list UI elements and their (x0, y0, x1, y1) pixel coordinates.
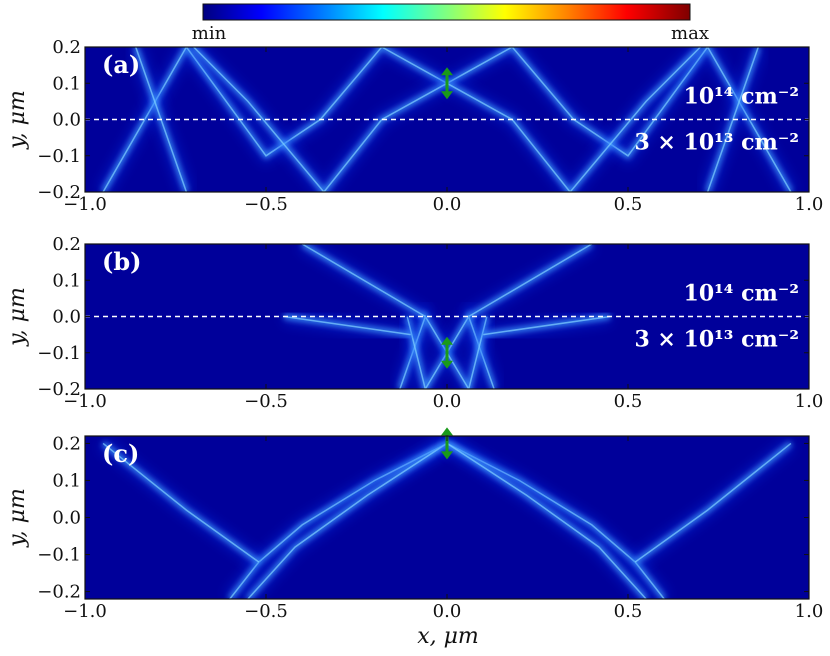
panel-1: −1.0 −0.5 0.0 0.5 1.0 0.2 0.1 0.0 −0.1 −0.2 y, μm (… (5, 37, 823, 215)
x-tick-label: 0.0 (433, 391, 462, 412)
y-tick-label: −0.2 (37, 379, 81, 400)
x-tick-label: −1.0 (63, 601, 107, 622)
source-arrow-down (441, 91, 453, 100)
density-label-upper: 10¹⁴ cm⁻² (684, 281, 799, 307)
beam-group (98, 437, 796, 599)
x-tick-label: −1.0 (63, 391, 107, 412)
beam-core (706, 47, 760, 192)
y-tick-label: 0.1 (52, 73, 81, 94)
x-tick-label: −0.5 (244, 601, 288, 622)
x-tick-label: −0.5 (244, 391, 288, 412)
y-tick-label: −0.1 (37, 146, 81, 167)
beam-core (446, 316, 488, 389)
beam-core (193, 47, 448, 192)
x-tick-label: 0.5 (614, 391, 643, 412)
panel-label: (c) (102, 439, 139, 468)
beam-core (102, 47, 448, 192)
source-arrow-down (441, 451, 453, 460)
colorbar-max-label: max (671, 23, 709, 44)
x-tick-label: −0.5 (244, 194, 288, 215)
beam-core (483, 315, 611, 336)
source-arrow-up (441, 336, 453, 345)
y-tick-label: −0.2 (37, 182, 81, 203)
colorbar-min-label: min (192, 23, 227, 44)
x-tick-label: 1.0 (795, 391, 824, 412)
density-label-upper: 10¹⁴ cm⁻² (684, 84, 799, 110)
y-tick-label: 0.1 (52, 470, 81, 491)
beam-core (102, 442, 260, 563)
x-tick-label: 0.5 (614, 194, 643, 215)
source-arrow-up (441, 427, 453, 436)
y-tick-label: −0.1 (37, 545, 81, 566)
panel-2: −1.0 −0.5 0.0 0.5 1.0 0.2 0.1 0.0 −0.1 −0.2 y, μm (… (5, 234, 823, 412)
x-tick-label: 0.0 (433, 194, 462, 215)
density-label-lower: 3 × 10¹³ cm⁻² (634, 130, 799, 156)
panels: −1.0 −0.5 0.0 0.5 1.0 0.2 0.1 0.0 −0.1 −0.2 y, μm (… (5, 37, 823, 622)
x-tick-label: 1.0 (795, 194, 824, 215)
y-axis-label: y, μm (5, 90, 30, 150)
source-arrow-down (441, 360, 453, 369)
colorbar-gradient-bar (202, 3, 691, 21)
y-tick-label: 0.2 (52, 234, 81, 255)
panel-label: (a) (102, 50, 140, 79)
x-axis-label: x, μm (417, 624, 479, 649)
x-tick-label: −1.0 (63, 194, 107, 215)
density-label-lower: 3 × 10¹³ cm⁻² (634, 327, 799, 353)
y-tick-label: −0.1 (37, 343, 81, 364)
beam-group (283, 244, 611, 389)
y-tick-label: 0.2 (52, 37, 81, 58)
y-tick-label: 0.1 (52, 270, 81, 291)
panel-3: −1.0 −0.5 0.0 0.5 1.0 0.2 0.1 0.0 −0.1 −0.2 y, μm (… (5, 427, 823, 622)
y-tick-label: 0.0 (52, 508, 81, 529)
y-axis-label: y, μm (5, 488, 30, 548)
y-tick-label: −0.2 (37, 582, 81, 603)
x-tick-label: 0.0 (433, 601, 462, 622)
beam-core (247, 442, 448, 599)
beam-core (446, 442, 647, 599)
y-tick-label: 0.0 (52, 307, 81, 328)
beam-core (446, 47, 701, 192)
panel-label: (b) (102, 247, 142, 276)
beam-core (283, 315, 411, 336)
beam-core (468, 244, 593, 318)
colorbar: min max (192, 3, 709, 44)
beam-core (301, 244, 426, 318)
x-tick-label: 0.5 (614, 601, 643, 622)
beam-core (634, 442, 792, 563)
y-tick-label: 0.2 (52, 433, 81, 454)
x-tick-label: 1.0 (795, 601, 824, 622)
source-arrow-up (441, 67, 453, 76)
y-axis-label: y, μm (5, 287, 30, 347)
y-tick-label: 0.0 (52, 110, 81, 131)
beam-core (446, 47, 792, 192)
beam-core (406, 316, 448, 389)
